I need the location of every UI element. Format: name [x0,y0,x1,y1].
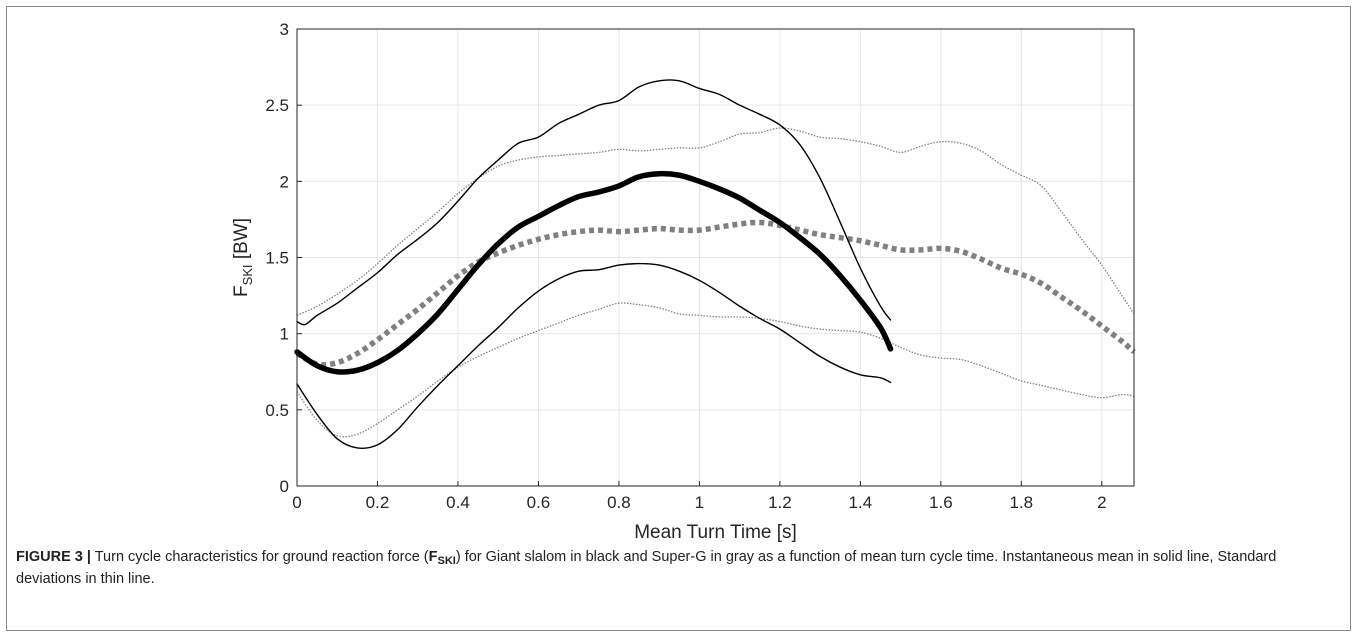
line-chart: 0 0.2 0.4 0.6 0.8 1 1.2 1.4 1.6 1.8 2 0 0.5 1 1.5 2 2.5 3… [231,20,1136,543]
y-axis-label-subscript: SKI [240,264,255,285]
y-tick-label: 1 [280,325,289,344]
x-tick-label: 1.2 [768,493,792,512]
x-tick-label: 1.4 [849,493,873,512]
y-tick-label: 3 [280,20,289,39]
y-tick-label: 0 [280,477,289,496]
x-tick-label: 0.2 [366,493,390,512]
caption-figure-label: FIGURE 3 | [16,549,91,565]
y-tick-label: 0.5 [265,401,289,420]
x-tick-label: 2 [1097,493,1106,512]
giant-slalom-sd-line [296,79,892,326]
caption-symbol-main: F [428,549,438,565]
caption-symbol-subscript: SKI [437,555,456,567]
x-tick-label: 0.6 [527,493,551,512]
y-tick-label: 2.5 [265,96,289,115]
super-g-sd-line [296,127,1135,316]
x-tick-label: 0.4 [446,493,470,512]
y-axis-label-unit: [BW] [231,218,252,264]
x-tick-label: 1.6 [929,493,953,512]
giant-slalom-sd-line [296,262,892,449]
caption-text-before: Turn cycle characteristics for ground re… [90,549,429,565]
grid-lines [297,28,1134,486]
giant-slalom-mean-line [294,170,894,375]
figure-caption: FIGURE 3 | Turn cycle characteristics fo… [16,546,1336,590]
caption-text-after: ) for Giant slalom in black and Super-G … [16,549,1277,587]
y-axis-label: FSKI [BW] [231,218,255,297]
x-tick-label: 1 [695,493,704,512]
super-g-sd-line [296,302,1135,438]
x-tick-label: 0 [292,493,301,512]
x-tick-label: 0.8 [607,493,631,512]
caption-symbol: FSKI [428,549,456,567]
figure-frame [6,6,1351,631]
y-axis-label-main: F [231,285,252,297]
y-tick-label: 1.5 [265,249,289,268]
series-lines [294,79,1136,449]
super-g-mean-line [295,219,1136,368]
x-axis-label: Mean Turn Time [s] [634,522,797,543]
y-tick-label: 2 [280,172,289,191]
tick-labels: 0 0.2 0.4 0.6 0.8 1 1.2 1.4 1.6 1.8 2 0 0.5 1 1.5 2 2.5 3 [265,20,1106,512]
x-tick-label: 1.8 [1010,493,1034,512]
